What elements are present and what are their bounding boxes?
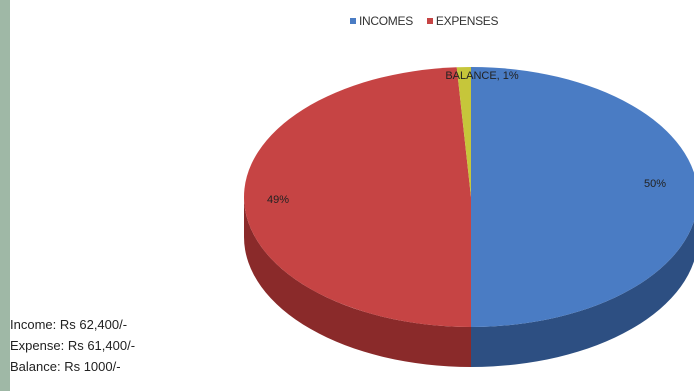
legend-swatch-expenses [426,18,433,24]
legend-item-incomes: INCOMES [350,14,413,28]
summary-box: Income: Rs 62,400/- Expense: Rs 61,400/-… [10,314,135,377]
pie-slice-incomes [471,67,694,327]
pie-label-incomes: 50% [644,178,666,190]
pie-side-expenses [244,197,471,367]
pie-slice-balance [456,67,471,197]
summary-income: Income: Rs 62,400/- [10,317,128,332]
summary-expense: Expense: Rs 61,400/- [10,338,136,353]
pie-side-incomes [471,221,694,367]
pie-label-balance: BALANCE, 1% [445,70,519,82]
summary-balance: Balance: Rs 1000/- [10,359,121,374]
legend-label-expenses: EXPENSES [435,14,499,28]
pie-label-expenses: 49% [267,194,289,206]
chart-legend: INCOMES EXPENSES [350,14,499,28]
left-accent-strip [0,0,10,391]
legend-swatch-incomes [350,18,356,24]
legend-item-expenses: EXPENSES [426,14,499,28]
pie-slice-expenses [243,67,471,327]
legend-label-incomes: INCOMES [359,14,413,28]
